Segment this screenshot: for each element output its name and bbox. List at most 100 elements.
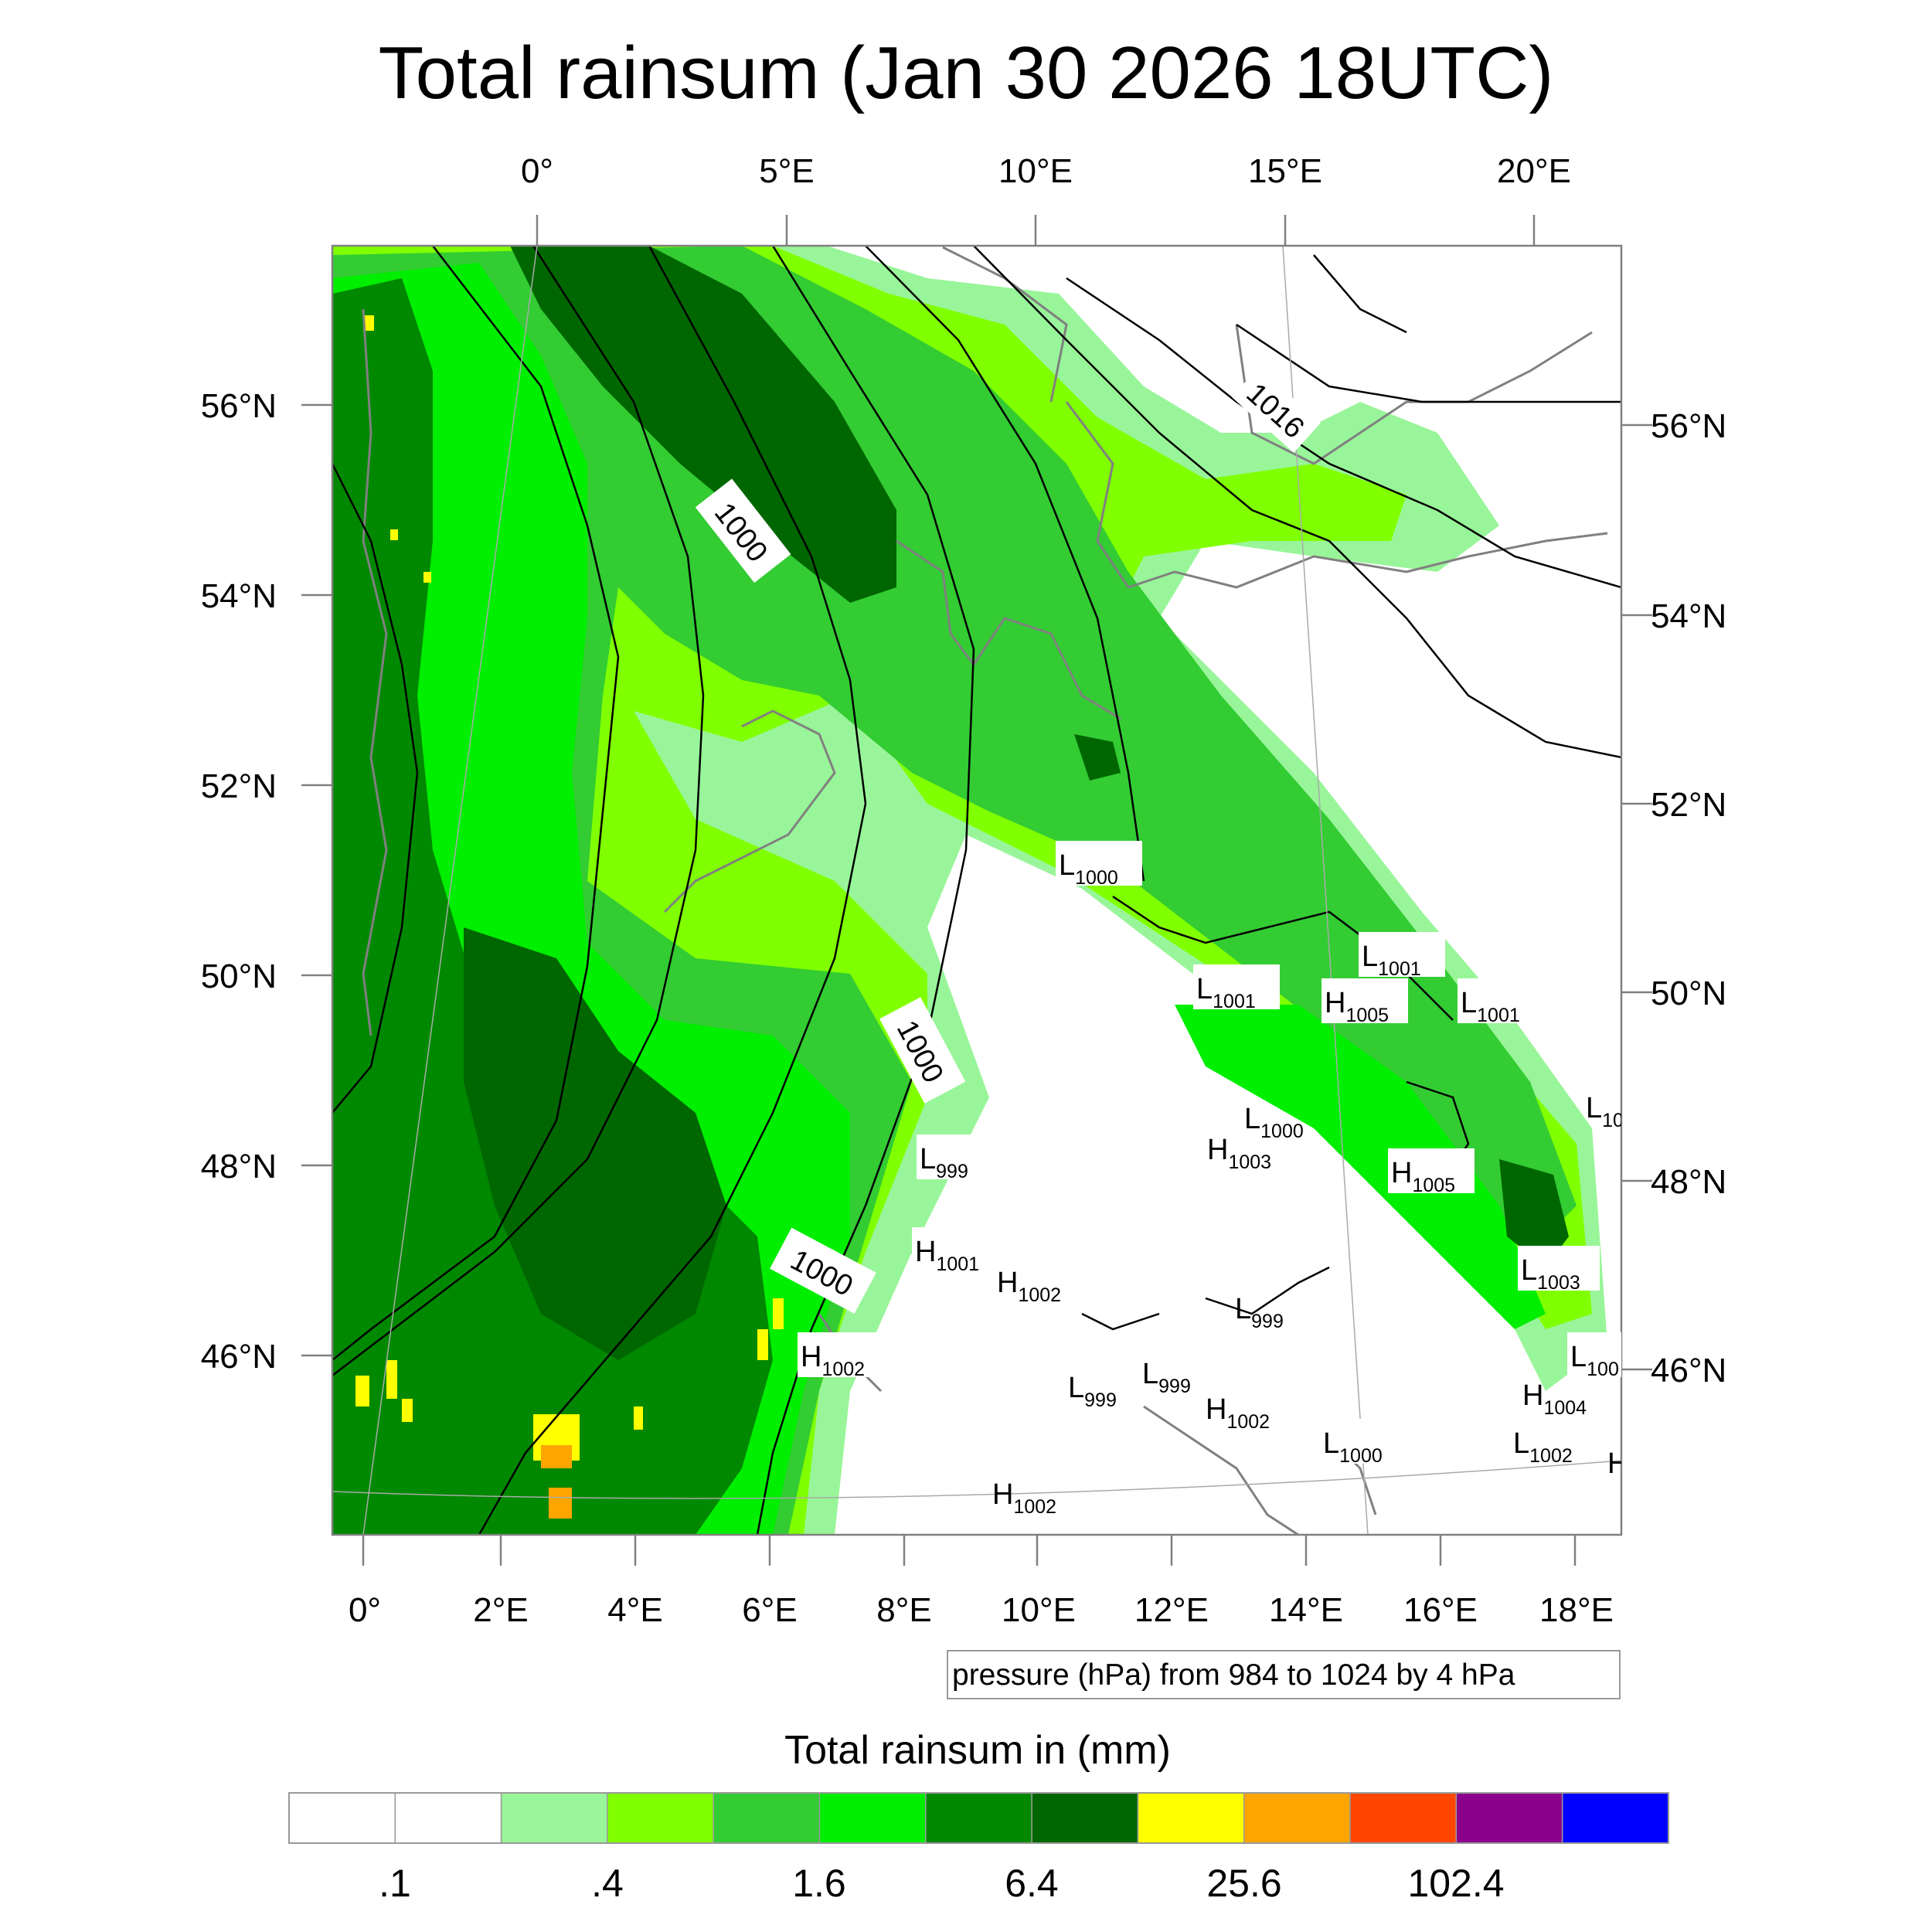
bottom-lon-label: 14°E	[1269, 1591, 1343, 1629]
pressure-center: L1002	[1513, 1427, 1573, 1467]
pressure-center: H1003	[1207, 1134, 1271, 1173]
right-lat-label: 48°N	[1651, 1163, 1726, 1201]
left-lat-label: 52°N	[201, 767, 277, 805]
colorbar-box	[288, 1792, 396, 1844]
pressure-center: L999	[917, 1134, 986, 1182]
left-lat-label: 48°N	[201, 1148, 277, 1185]
svg-text:H: H	[1607, 1447, 1628, 1480]
isobars	[332, 246, 1621, 1535]
coastlines	[362, 246, 1608, 1535]
left-lat-labels: 56°N 54°N 52°N 50°N 48°N 46°N	[201, 387, 277, 1376]
rain-core-dark	[510, 246, 896, 603]
pressure-note: pressure (hPa) from 984 to 1024 by 4 hPa	[947, 1650, 1621, 1699]
left-lat-label: 46°N	[201, 1338, 277, 1376]
svg-text:H1005: H1005	[1325, 987, 1389, 1026]
svg-text:L1001: L1001	[1362, 940, 1421, 980]
svg-text:L1000: L1000	[1244, 1103, 1304, 1142]
right-lat-label: 56°N	[1651, 407, 1726, 445]
pressure-center: L999	[1142, 1358, 1191, 1397]
bottom-lon-label: 2°E	[473, 1591, 528, 1629]
top-lon-label: 20°E	[1497, 152, 1571, 190]
bottom-lon-label: 12°E	[1134, 1591, 1209, 1629]
pressure-center: H	[1607, 1447, 1628, 1480]
colorbar-box	[713, 1792, 821, 1844]
svg-text:H1004: H1004	[1522, 1379, 1587, 1419]
svg-text:H1005: H1005	[1391, 1157, 1455, 1196]
right-lat-label: 52°N	[1651, 786, 1726, 824]
svg-text:pressure (hPa) from 984 to 102: pressure (hPa) from 984 to 1024 by 4 hPa	[952, 1658, 1515, 1692]
left-lat-label: 56°N	[201, 387, 277, 425]
bottom-lon-label: 6°E	[742, 1591, 797, 1629]
left-lat-label: 50°N	[201, 957, 277, 995]
svg-text:L1002: L1002	[1513, 1427, 1573, 1467]
top-lon-label: 0°	[521, 152, 553, 190]
svg-text:L1000: L1000	[1059, 849, 1118, 889]
colorbar-box	[500, 1792, 608, 1844]
pressure-center: L1000	[1244, 1103, 1304, 1142]
pressure-center: H1002	[997, 1267, 1061, 1306]
pressure-center: L1003	[1518, 1246, 1600, 1294]
svg-text:H1002: H1002	[801, 1341, 865, 1380]
svg-text:H1001: H1001	[915, 1236, 979, 1275]
svg-text:L1000: L1000	[1323, 1427, 1383, 1467]
bottom-lon-label: 4°E	[607, 1591, 662, 1629]
top-lon-label: 10°E	[998, 152, 1073, 190]
svg-text:L100: L100	[1570, 1341, 1619, 1380]
colorbar-box	[1455, 1792, 1563, 1844]
colorbar-box	[1243, 1792, 1351, 1844]
colorbar-box	[925, 1792, 1032, 1844]
colorbar-boxes	[288, 1792, 1669, 1844]
left-lat-label: 54°N	[201, 577, 277, 615]
pressure-center: H1002	[798, 1332, 881, 1380]
top-lon-label: 15°E	[1248, 152, 1322, 190]
colorbar-tick-label: 1.6	[792, 1862, 846, 1905]
svg-text:L999: L999	[1235, 1293, 1284, 1332]
pressure-center: L999	[1235, 1293, 1284, 1332]
pressure-center: H1005	[1388, 1148, 1475, 1196]
bottom-lon-label: 16°E	[1403, 1591, 1478, 1629]
colorbar-box	[1137, 1792, 1245, 1844]
colorbar-ticks: .1 .4 1.6 6.4 25.6 102.4	[379, 1862, 1504, 1905]
bottom-lon-label: 8°E	[876, 1591, 931, 1629]
colorbar-box	[1349, 1792, 1458, 1844]
pressure-center: H1002	[992, 1478, 1056, 1518]
pressure-center: L1001	[1458, 978, 1544, 1026]
pressure-center: L1000	[1320, 1419, 1406, 1467]
svg-text:L999: L999	[1142, 1358, 1191, 1397]
right-lat-label: 46°N	[1651, 1352, 1726, 1389]
colorbar-tick-label: .1	[379, 1862, 411, 1905]
colorbar: Total rainsum in (mm) .1 .4 1.6 6.4 25.6…	[288, 1728, 1669, 1905]
pressure-centers: L1000 L1001 L1001 H1005 L1001 L10 L1000 …	[798, 841, 1628, 1518]
right-lat-label: 50°N	[1651, 975, 1726, 1012]
colorbar-title: Total rainsum in (mm)	[784, 1728, 1171, 1773]
top-lon-labels: 0° 5°E 10°E 15°E 20°E	[521, 152, 1571, 190]
bottom-lon-label: 10°E	[1002, 1591, 1076, 1629]
right-lat-axis	[1621, 423, 1652, 1371]
map-title: Total rainsum (Jan 30 2026 18UTC)	[378, 32, 1554, 114]
right-lat-label: 54°N	[1651, 597, 1726, 635]
pressure-center: H1004	[1522, 1379, 1587, 1419]
svg-text:H1003: H1003	[1207, 1134, 1271, 1173]
svg-text:L1003: L1003	[1521, 1254, 1580, 1294]
bottom-lon-label: 0°	[349, 1591, 381, 1629]
pressure-center: L1000	[1056, 841, 1142, 889]
top-lon-axis	[536, 215, 1536, 246]
colorbar-tick-label: .4	[591, 1862, 624, 1905]
svg-text:L10: L10	[1586, 1092, 1624, 1131]
pressure-center: L1001	[1359, 932, 1445, 980]
right-lat-labels: 56°N 54°N 52°N 50°N 48°N 46°N	[1651, 407, 1726, 1389]
rainfall-field	[332, 246, 1621, 1535]
svg-text:L1001: L1001	[1196, 973, 1256, 1012]
svg-text:H1002: H1002	[1206, 1393, 1270, 1433]
colorbar-box	[394, 1792, 502, 1844]
pressure-center: H1001	[912, 1227, 992, 1275]
pressure-center: H1002	[1206, 1393, 1270, 1433]
svg-text:H1002: H1002	[992, 1478, 1056, 1518]
colorbar-tick-label: 25.6	[1206, 1862, 1281, 1905]
pressure-center: L100	[1567, 1332, 1621, 1380]
svg-text:L1001: L1001	[1461, 987, 1520, 1026]
colorbar-frame	[288, 1792, 1669, 1844]
colorbar-box	[1031, 1792, 1139, 1844]
pressure-center: L999	[1068, 1372, 1117, 1411]
